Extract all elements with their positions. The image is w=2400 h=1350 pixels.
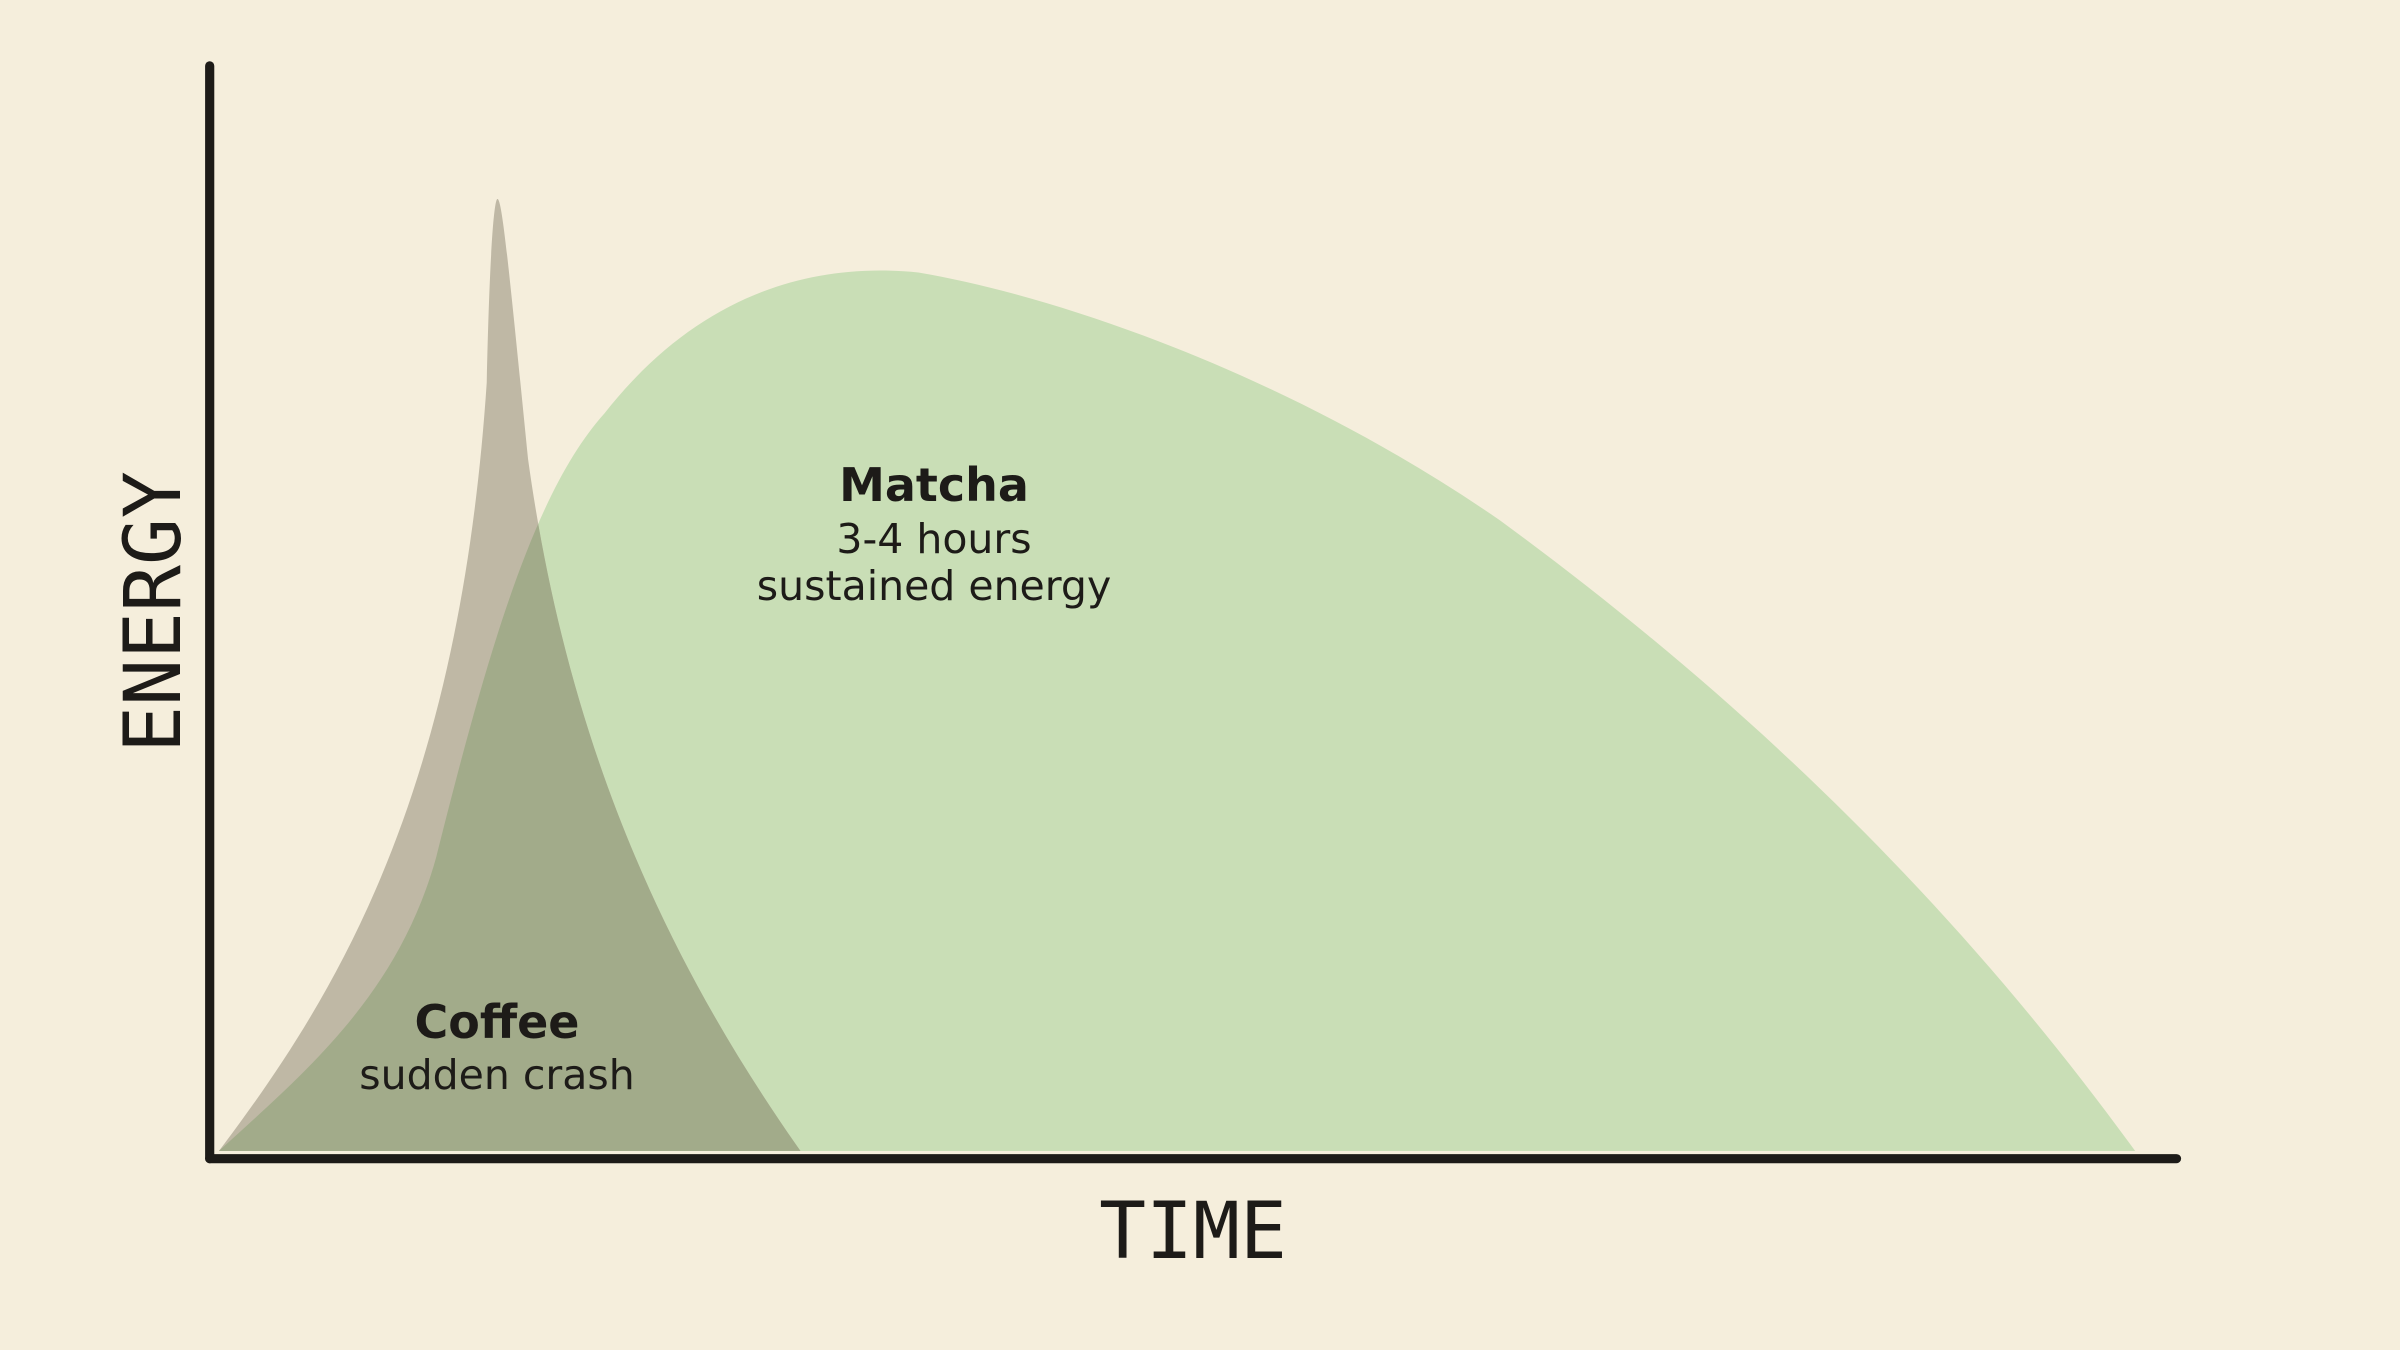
matcha-area [218,270,2136,1152]
curves [205,61,2182,1164]
matcha-line: 3-4 hours [836,515,1031,563]
x-axis-label: TIME [1099,1187,1287,1277]
matcha-line: sustained energy [757,562,1111,610]
overlap-area [218,270,801,1152]
coffee-line: sudden crash [359,1051,635,1099]
matcha-title: Matcha [839,458,1029,512]
coffee-title: Coffee [414,995,579,1049]
y-axis-label: ENERGY [109,471,199,753]
